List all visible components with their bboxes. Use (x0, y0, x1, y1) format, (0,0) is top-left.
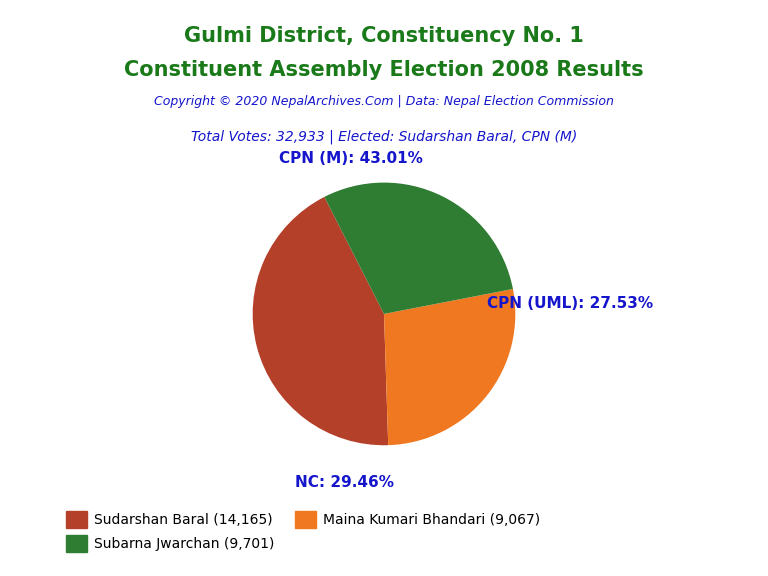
Text: Copyright © 2020 NepalArchives.Com | Data: Nepal Election Commission: Copyright © 2020 NepalArchives.Com | Dat… (154, 95, 614, 108)
Text: CPN (UML): 27.53%: CPN (UML): 27.53% (488, 296, 654, 311)
Legend: Sudarshan Baral (14,165), Subarna Jwarchan (9,701), Maina Kumari Bhandari (9,067: Sudarshan Baral (14,165), Subarna Jwarch… (61, 506, 546, 558)
Text: Gulmi District, Constituency No. 1: Gulmi District, Constituency No. 1 (184, 26, 584, 46)
Wedge shape (384, 289, 515, 445)
Wedge shape (253, 197, 388, 445)
Text: NC: 29.46%: NC: 29.46% (295, 475, 394, 490)
Wedge shape (324, 183, 513, 314)
Text: CPN (M): 43.01%: CPN (M): 43.01% (280, 151, 423, 166)
Text: Constituent Assembly Election 2008 Results: Constituent Assembly Election 2008 Resul… (124, 60, 644, 81)
Text: Total Votes: 32,933 | Elected: Sudarshan Baral, CPN (M): Total Votes: 32,933 | Elected: Sudarshan… (191, 130, 577, 144)
